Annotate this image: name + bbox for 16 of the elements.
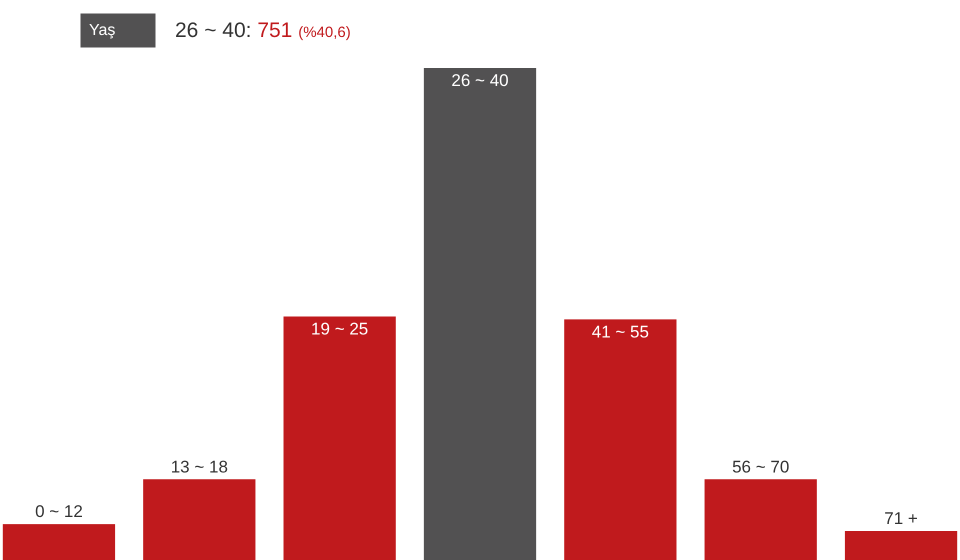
x-tick-label: 56 ~ 70 <box>732 457 790 476</box>
bar <box>143 479 256 560</box>
bar <box>284 316 396 560</box>
text: 26 ~ 40: 751 (%40,6) <box>175 19 351 42</box>
x-tick-label: 13 ~ 18 <box>170 457 228 476</box>
bar <box>844 530 958 560</box>
x-tick-label: 19 ~ 25 <box>311 319 368 338</box>
bar <box>424 68 536 560</box>
bar <box>564 319 676 560</box>
bar <box>704 479 817 560</box>
x-tick-label: 71 + <box>884 508 918 528</box>
x-tick-label: 0 ~ 12 <box>35 502 83 522</box>
x-tick-label: 41 ~ 55 <box>592 322 649 342</box>
bar <box>2 524 116 560</box>
x-tick-label: 26 ~ 40 <box>451 71 509 90</box>
chart-title: Yaş <box>89 22 116 39</box>
